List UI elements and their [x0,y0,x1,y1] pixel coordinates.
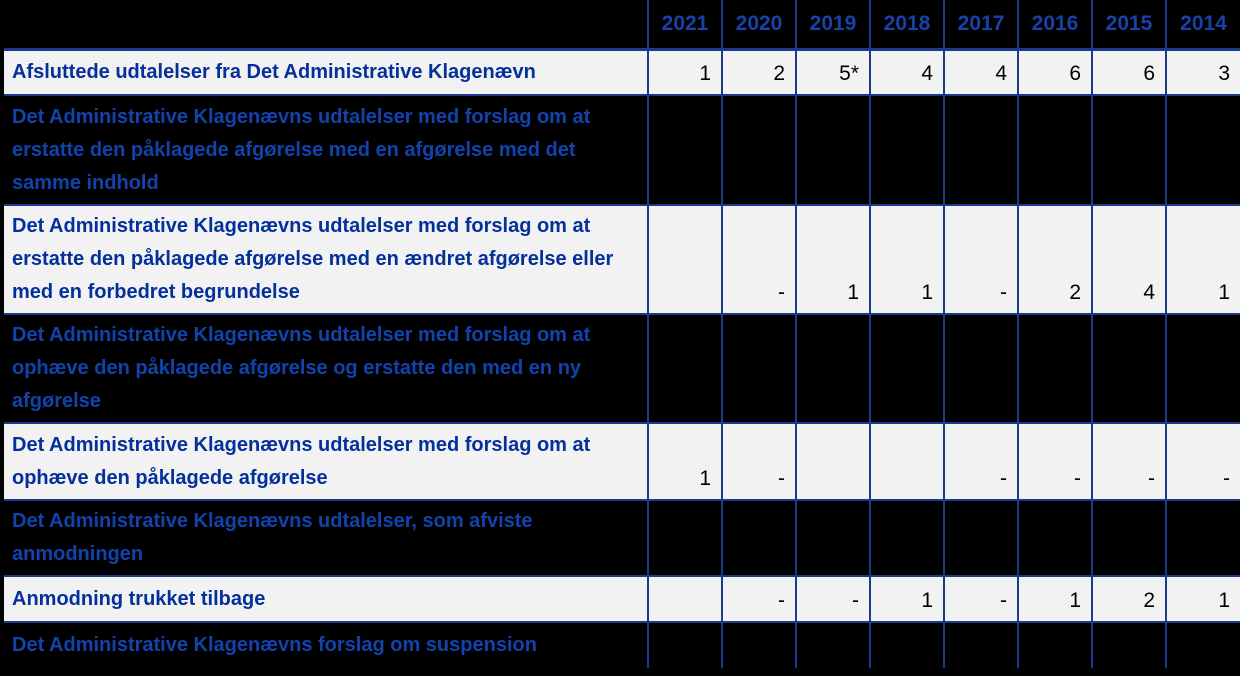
row-label: Det Administrative Klagenævns udtalelser… [0,423,648,500]
value-cell-2020: - [721,423,796,500]
value-cell-2021 [647,500,722,576]
year-header-2020: 2020 [721,0,796,49]
row-label: Det Administrative Klagenævns udtalelser… [0,314,648,423]
value-cell-2018 [869,500,944,576]
table-row: Afsluttede udtalelser fra Det Administra… [0,49,1240,95]
value-cell-2015 [1091,500,1166,576]
value-cell-2017: - [943,423,1018,500]
value-cell-2018: 1 [869,576,944,622]
value-cell-2019 [795,423,870,500]
value-cell-2018 [869,622,944,672]
value-cell-2018: 1 [869,205,944,314]
value-cell-2014 [1165,622,1240,672]
value-cell-2016: 2 [1017,205,1092,314]
value-cell-2019: - [795,576,870,622]
value-cell-2019: 5* [795,49,870,95]
value-cell-2015: - [1091,423,1166,500]
table-row: Det Administrative Klagenævns udtalelser… [0,500,1240,576]
value-cell-2016: 1 [1017,576,1092,622]
year-header-2018: 2018 [869,0,944,49]
value-cell-2020: 2 [721,49,796,95]
table-row: Det Administrative Klagenævns udtalelser… [0,314,1240,423]
value-cell-2017: - [943,576,1018,622]
value-cell-2014: 1 [1165,576,1240,622]
value-cell-2017 [943,314,1018,423]
table-row: Det Administrative Klagenævns udtalelser… [0,205,1240,314]
value-cell-2019 [795,500,870,576]
value-cell-2017 [943,622,1018,672]
value-cell-2019: 1 [795,205,870,314]
value-cell-2014: 1 [1165,205,1240,314]
value-cell-2021 [647,205,722,314]
value-cell-2021: 1 [647,49,722,95]
value-cell-2021 [647,622,722,672]
value-cell-2016: 6 [1017,49,1092,95]
value-cell-2016 [1017,500,1092,576]
value-cell-2018 [869,314,944,423]
value-cell-2020 [721,314,796,423]
year-header-2017: 2017 [943,0,1018,49]
row-label: Anmodning trukket tilbage [0,576,648,622]
value-cell-2018 [869,423,944,500]
year-header-2014: 2014 [1165,0,1240,49]
value-cell-2014: 3 [1165,49,1240,95]
value-cell-2015: 2 [1091,576,1166,622]
value-cell-2016 [1017,95,1092,205]
row-label: Afsluttede udtalelser fra Det Administra… [0,49,648,95]
value-cell-2019 [795,95,870,205]
table-row: Det Administrative Klagenævns forslag om… [0,622,1240,672]
table-row: Det Administrative Klagenævns udtalelser… [0,423,1240,500]
year-header-2015: 2015 [1091,0,1166,49]
value-cell-2021: 1 [647,423,722,500]
table-row: Det Administrative Klagenævns udtalelser… [0,95,1240,205]
value-cell-2017: 4 [943,49,1018,95]
value-cell-2020: - [721,205,796,314]
value-cell-2014 [1165,500,1240,576]
value-cell-2017 [943,500,1018,576]
value-cell-2016 [1017,622,1092,672]
row-label: Det Administrative Klagenævns udtalelser… [0,500,648,576]
table-row: Anmodning trukket tilbage - -1-1 2 1 [0,576,1240,622]
value-cell-2017 [943,95,1018,205]
value-cell-2021 [647,95,722,205]
table-body: Afsluttede udtalelser fra Det Administra… [0,49,1240,672]
value-cell-2020 [721,622,796,672]
row-label: Det Administrative Klagenævns udtalelser… [0,95,648,205]
value-cell-2021 [647,576,722,622]
year-header-2021: 2021 [647,0,722,49]
year-header-2019: 2019 [795,0,870,49]
value-cell-2020 [721,500,796,576]
value-cell-2019 [795,314,870,423]
value-cell-2021 [647,314,722,423]
value-cell-2015: 4 [1091,205,1166,314]
value-cell-2016: - [1017,423,1092,500]
header-empty-cell [2,0,648,49]
row-label: Det Administrative Klagenævns udtalelser… [0,205,648,314]
value-cell-2015: 6 [1091,49,1166,95]
row-label: Det Administrative Klagenævns forslag om… [0,622,648,672]
value-cell-2014: - [1165,423,1240,500]
value-cell-2016 [1017,314,1092,423]
value-cell-2020 [721,95,796,205]
value-cell-2018 [869,95,944,205]
value-cell-2017: - [943,205,1018,314]
header-row: 2021 2020 2019 2018 2017 2016 2015 2014 [2,0,1240,49]
value-cell-2018: 4 [869,49,944,95]
value-cell-2015 [1091,314,1166,423]
year-header-2016: 2016 [1017,0,1092,49]
value-cell-2020: - [721,576,796,622]
value-cell-2015 [1091,95,1166,205]
value-cell-2014 [1165,95,1240,205]
value-cell-2015 [1091,622,1166,672]
value-cell-2014 [1165,314,1240,423]
value-cell-2019 [795,622,870,672]
